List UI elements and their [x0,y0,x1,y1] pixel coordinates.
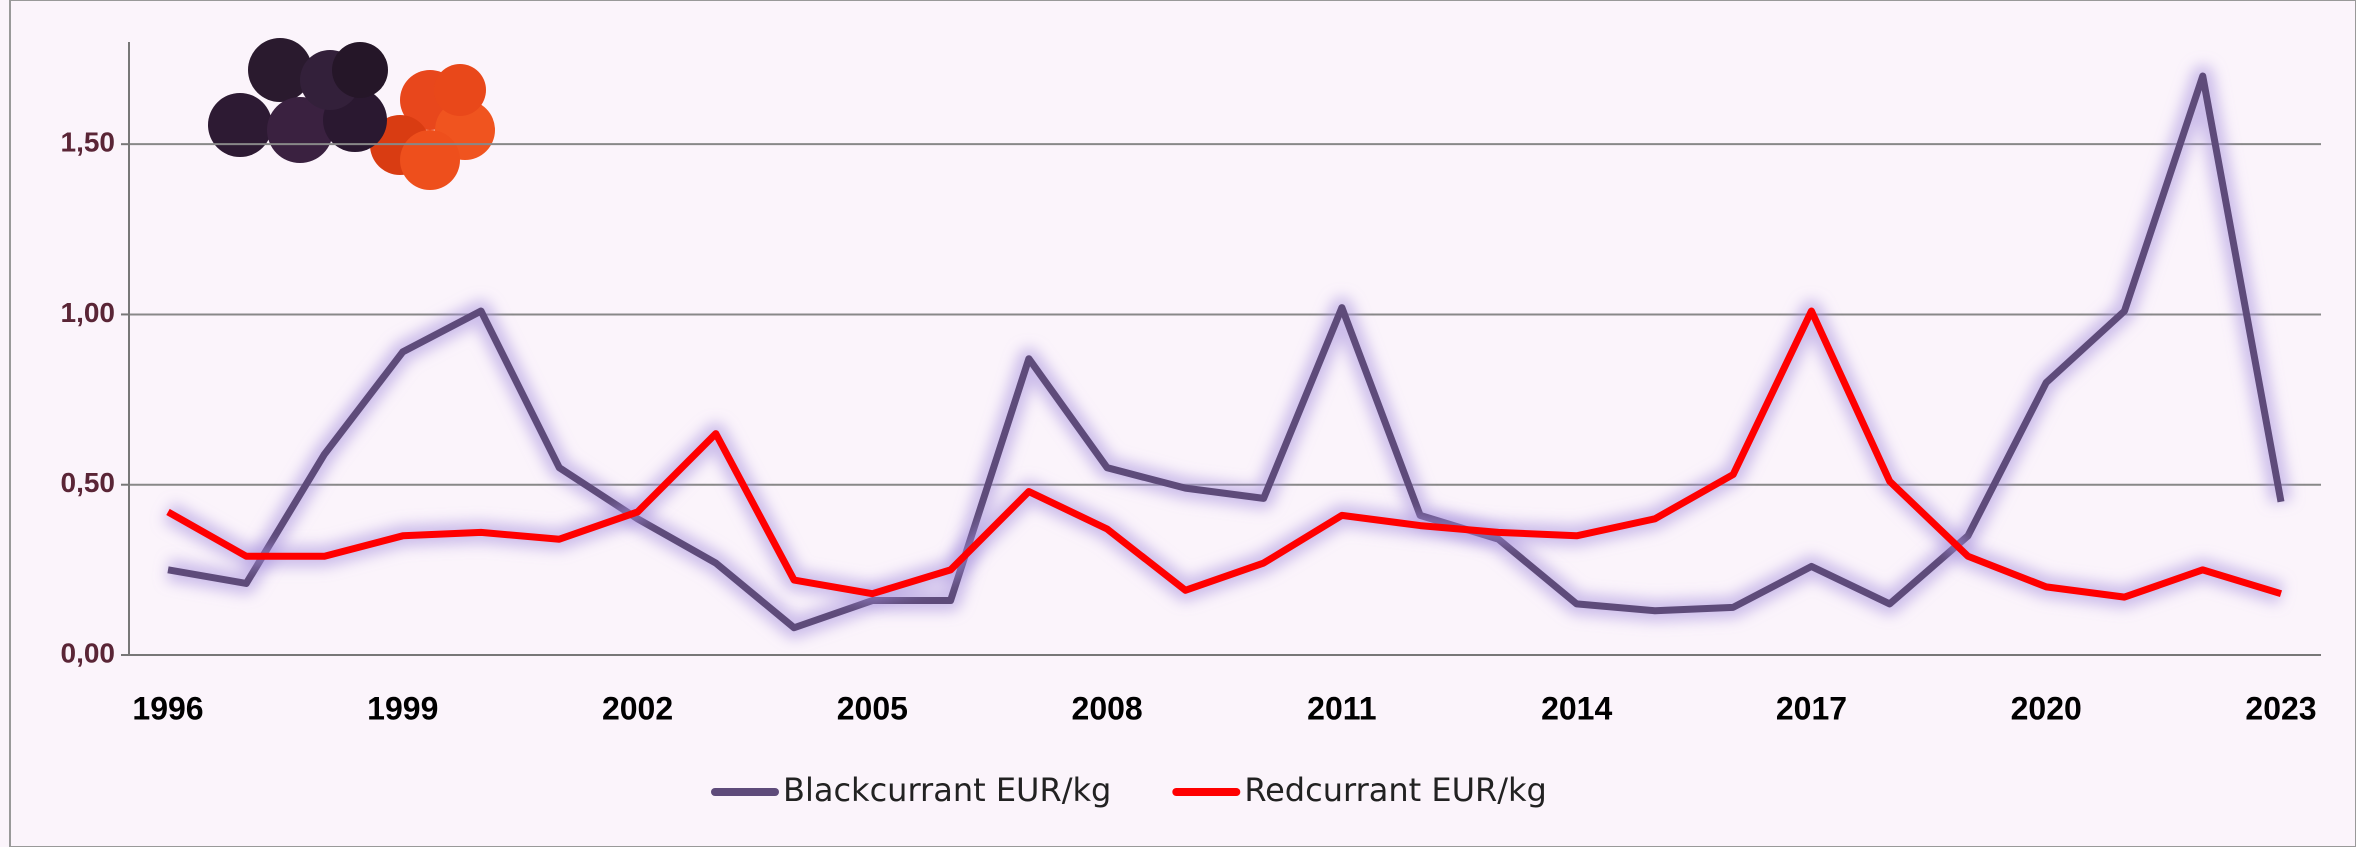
x-tick-label: 2017 [1776,690,1847,726]
x-tick-label: 2020 [2011,690,2082,726]
legend-label: Blackcurrant EUR/kg [783,771,1111,809]
x-tick-label: 2008 [1072,690,1143,726]
x-tick-label: 2002 [602,690,673,726]
y-tick-label: 1,00 [61,297,116,328]
y-tick-label: 0,50 [61,467,116,498]
x-tick-label: 2023 [2245,690,2316,726]
x-tick-label: 2005 [837,690,908,726]
berry-illustration [208,38,495,190]
x-tick-label: 2011 [1307,690,1376,726]
x-tick-label: 1996 [132,690,203,726]
y-tick-label: 1,50 [61,127,116,158]
series-line [167,72,2285,632]
series-line [166,307,2283,601]
legend-label: Redcurrant EUR/kg [1244,771,1547,809]
x-tick-label: 2014 [1541,690,1612,726]
y-tick-label: 0,00 [61,637,116,668]
x-tick-label: 1999 [367,690,438,726]
